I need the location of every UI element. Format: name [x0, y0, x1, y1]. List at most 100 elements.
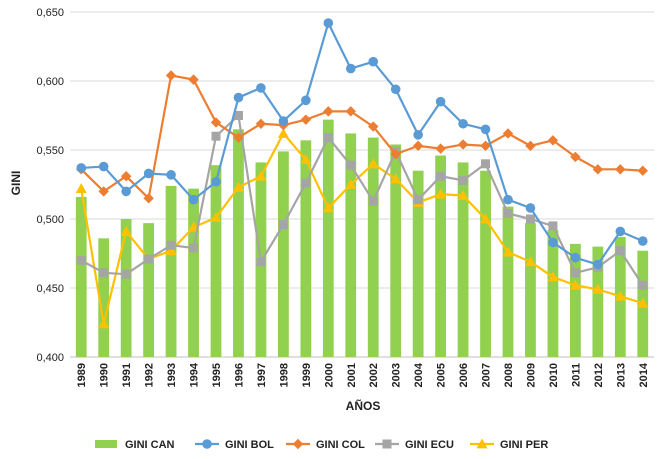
data-point: [233, 132, 244, 143]
x-tick-label: 2007: [481, 363, 493, 387]
y-tick-label: 0,400: [36, 352, 64, 364]
data-point: [75, 183, 87, 194]
x-tick-label: 1992: [144, 363, 156, 387]
data-point: [524, 256, 536, 267]
bar: [569, 243, 581, 357]
legend: GINI CAN GINI BOL GINI COL GINI ECU GINI PER: [95, 438, 548, 451]
bar: [98, 238, 110, 357]
bar: [210, 165, 222, 357]
data-point: [277, 127, 289, 138]
x-tick-label: 2002: [368, 363, 380, 387]
x-tick-label: 2001: [346, 363, 358, 387]
data-point: [165, 245, 177, 256]
y-axis: 0,400 0,450 0,500 0,550 0,600 0,650: [36, 7, 64, 364]
legend-label: GINI CAN: [125, 439, 175, 451]
x-tick-label: 2004: [413, 362, 425, 387]
data-point: [278, 116, 289, 126]
data-point: [346, 160, 356, 170]
legend-label: GINI PER: [500, 439, 548, 451]
data-point: [435, 96, 446, 107]
data-point: [525, 214, 535, 224]
data-point: [593, 259, 603, 270]
data-point: [435, 143, 446, 154]
data-point: [502, 246, 514, 257]
bar: [547, 230, 559, 357]
bar: [367, 137, 379, 357]
data-point: [166, 240, 176, 250]
x-tick-label: 1995: [211, 363, 223, 387]
bar: [75, 196, 87, 357]
data-point: [210, 117, 222, 128]
data-point: [436, 171, 446, 181]
data-point: [233, 92, 244, 103]
data-point: [457, 139, 469, 150]
data-point: [390, 173, 402, 184]
legend-swatch: [95, 440, 117, 448]
data-point: [480, 124, 491, 135]
data-point: [382, 439, 392, 449]
data-point: [98, 186, 109, 197]
data-point: [120, 225, 132, 236]
data-point: [345, 63, 356, 74]
data-point: [144, 254, 154, 264]
data-point: [188, 74, 199, 85]
data-point: [232, 181, 244, 192]
y-tick-label: 0,650: [36, 7, 64, 19]
data-point: [615, 226, 626, 237]
bar: [345, 133, 357, 357]
data-point: [480, 213, 492, 224]
data-point: [292, 438, 304, 450]
data-point: [390, 148, 401, 160]
data-point: [323, 18, 334, 28]
series-line: [81, 21, 644, 266]
x-tick-label: 1998: [278, 363, 290, 387]
data-point: [166, 170, 176, 180]
data-point: [614, 290, 626, 301]
data-point: [143, 168, 154, 179]
data-point: [76, 163, 87, 173]
bar: [480, 170, 491, 357]
data-point: [592, 164, 604, 175]
bar: [435, 155, 447, 357]
data-point: [278, 220, 288, 230]
data-point: [569, 279, 581, 290]
data-point: [458, 175, 468, 185]
x-tick-label: 2009: [525, 363, 537, 387]
bar-series: [75, 119, 649, 357]
bar: [188, 188, 199, 357]
x-tick-label: 2014: [638, 362, 650, 387]
data-point: [570, 252, 581, 263]
data-point: [413, 195, 423, 205]
x-tick-label: 1991: [121, 363, 133, 387]
x-tick-label: 1994: [189, 362, 201, 387]
line-series: [75, 18, 649, 329]
data-point: [300, 154, 312, 165]
bar: [120, 219, 132, 357]
legend-label: GINI ECU: [405, 439, 454, 451]
x-tick-label: 1990: [99, 363, 111, 387]
bar: [322, 119, 334, 357]
data-point: [121, 269, 131, 279]
data-point: [390, 84, 401, 95]
data-point: [615, 164, 626, 175]
data-point: [322, 202, 334, 213]
x-axis-title: AÑOS: [346, 398, 381, 413]
data-point: [345, 106, 356, 117]
data-point: [412, 140, 424, 152]
data-point: [189, 243, 199, 253]
data-point: [255, 118, 267, 129]
data-point: [323, 106, 334, 117]
data-point: [368, 121, 379, 132]
x-tick-label: 2008: [503, 363, 515, 387]
data-point: [525, 140, 536, 152]
x-tick-label: 2006: [458, 363, 470, 387]
bar: [525, 223, 536, 357]
data-point: [615, 246, 625, 256]
bar: [143, 223, 155, 357]
x-tick-label: 2010: [548, 363, 560, 387]
data-point: [98, 161, 109, 172]
data-point: [637, 236, 648, 246]
bar: [502, 206, 514, 357]
data-point: [120, 171, 132, 182]
